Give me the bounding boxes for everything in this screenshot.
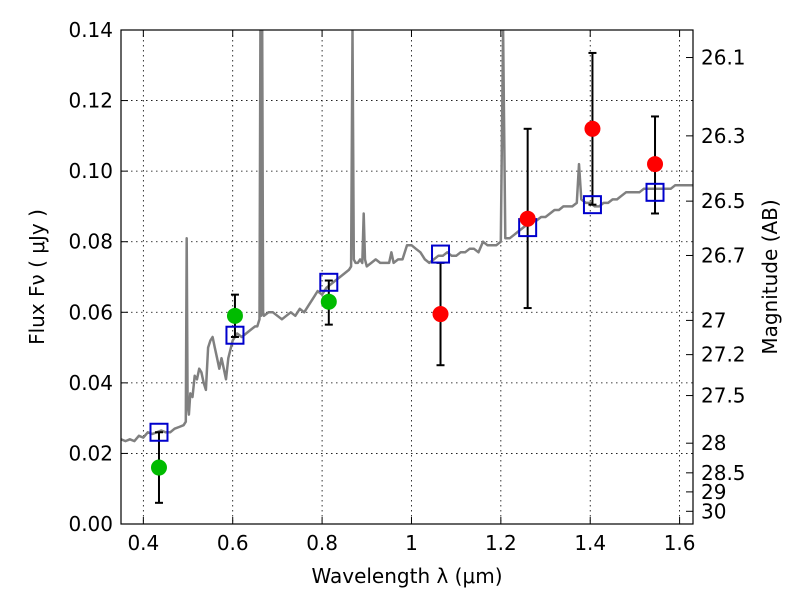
- observed-point: [320, 293, 337, 310]
- right-tick-label: 27.2: [701, 343, 746, 367]
- right-tick-label: 30: [701, 499, 726, 523]
- model-point: [645, 182, 665, 202]
- right-tick-label: 26.5: [701, 189, 746, 213]
- y-tick-label: 0.04: [68, 371, 113, 395]
- model-point: [431, 244, 451, 264]
- x-tick-label: 0.4: [127, 531, 159, 555]
- right-tick-label: 26.7: [701, 243, 746, 267]
- x-tick-label: 0.8: [306, 531, 338, 555]
- y-tick-label: 0.00: [68, 512, 113, 536]
- spectrum-line: [121, 30, 693, 443]
- observed-point: [226, 307, 243, 324]
- x-tick-label: 1.6: [664, 531, 696, 555]
- y-tick-label: 0.14: [68, 18, 113, 42]
- y-tick-label: 0.12: [68, 89, 113, 113]
- x-tick-label: 1.2: [485, 531, 517, 555]
- x-tick-label: 1: [405, 531, 418, 555]
- model-point: [319, 272, 339, 292]
- observed-point: [647, 156, 664, 173]
- observed-points-layer: [150, 120, 664, 476]
- right-axis-title: Magnitude (AB): [758, 199, 782, 354]
- observed-point: [584, 120, 601, 137]
- tick-layer: [121, 29, 693, 525]
- plot-area: [121, 30, 693, 504]
- y-tick-label: 0.10: [68, 159, 113, 183]
- plot-frame: [120, 29, 694, 525]
- model-point: [225, 325, 245, 345]
- y-tick-label: 0.06: [68, 300, 113, 324]
- right-tick-label: 26.3: [701, 124, 746, 148]
- tick-label-layer: 0.4 0.6 0.8 1 1.2 1.4 1.6 0.00 0.02 0.04 0.06 0.08 0…: [68, 18, 745, 555]
- y-axis-title: Flux Fν ( μJy ): [25, 209, 49, 345]
- y-tick-label: 0.02: [68, 441, 113, 465]
- right-tick-label: 28.5: [701, 461, 746, 485]
- observed-point: [432, 306, 449, 323]
- right-tick-label: 27.5: [701, 384, 746, 408]
- model-point: [149, 422, 169, 442]
- x-tick-label: 0.6: [217, 531, 249, 555]
- grid-layer: [121, 30, 693, 524]
- model-point: [582, 195, 602, 215]
- right-tick-label: 27: [701, 308, 726, 332]
- right-tick-label: 26.1: [701, 46, 746, 70]
- x-axis-title: Wavelength λ (μm): [311, 564, 502, 588]
- observed-point: [519, 210, 536, 227]
- observed-point: [150, 459, 167, 476]
- y-tick-label: 0.08: [68, 230, 113, 254]
- right-tick-label: 29: [701, 480, 726, 504]
- right-tick-label: 28: [701, 431, 726, 455]
- x-tick-label: 1.4: [574, 531, 606, 555]
